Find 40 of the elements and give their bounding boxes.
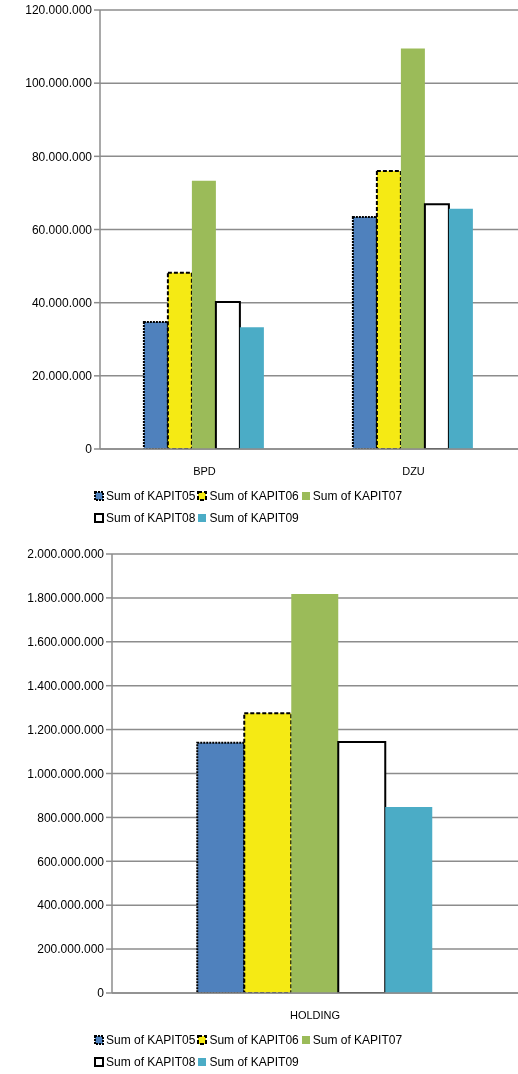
y-tick-label: 1.200.000.000: [27, 722, 105, 737]
y-tick-label: 60.000.000: [31, 222, 93, 237]
bar: [214, 300, 241, 449]
bar: [423, 203, 450, 449]
y-tick-label: 120.000.000: [25, 3, 93, 18]
y-tick-label: 80.000.000: [31, 149, 93, 164]
x-tick-label: DZU: [402, 464, 425, 477]
y-tick-label: 1.800.000.000: [27, 591, 105, 606]
legend-label: Sum of KAPIT08: [105, 1055, 196, 1069]
y-tick-label: 1.000.000.000: [27, 766, 105, 781]
bar: [291, 593, 339, 993]
legend-label: Sum of KAPIT07: [311, 1033, 403, 1047]
y-tick-label: 200.000.000: [37, 942, 105, 957]
y-tick-label: 20.000.000: [31, 369, 93, 384]
y-tick-label: 100.000.000: [25, 76, 93, 91]
legend-label: Sum of KAPIT06: [208, 1033, 299, 1047]
legend-label: Sum of KAPIT09: [208, 1055, 299, 1069]
y-tick-label: 600.000.000: [37, 854, 105, 869]
legend-label: Sum of KAPIT09: [208, 511, 299, 525]
y-tick-label: 800.000.000: [37, 810, 105, 825]
y-tick-label: 2.000.000.000: [27, 547, 105, 562]
bar: [239, 327, 264, 449]
y-tick-label: 1.600.000.000: [27, 635, 105, 650]
legend-label: Sum of KAPIT06: [208, 489, 299, 503]
bar: [400, 48, 425, 449]
y-tick-label: 40.000.000: [31, 295, 93, 310]
legend-label: Sum of KAPIT07: [311, 489, 403, 503]
y-tick-label: 0: [97, 986, 105, 1001]
y-tick-label: 0: [85, 442, 93, 457]
legend-label: Sum of KAPIT05: [105, 489, 196, 503]
bar: [337, 741, 387, 993]
bar: [385, 807, 433, 993]
y-tick-label: 400.000.000: [37, 898, 105, 913]
x-tick-label: BPD: [193, 464, 216, 477]
legend-label: Sum of KAPIT05: [105, 1033, 196, 1047]
legend-label: Sum of KAPIT08: [105, 511, 196, 525]
bar: [191, 180, 216, 449]
bar: [448, 208, 473, 449]
x-tick-label: HOLDING: [289, 1008, 341, 1021]
y-tick-label: 1.400.000.000: [27, 678, 105, 693]
